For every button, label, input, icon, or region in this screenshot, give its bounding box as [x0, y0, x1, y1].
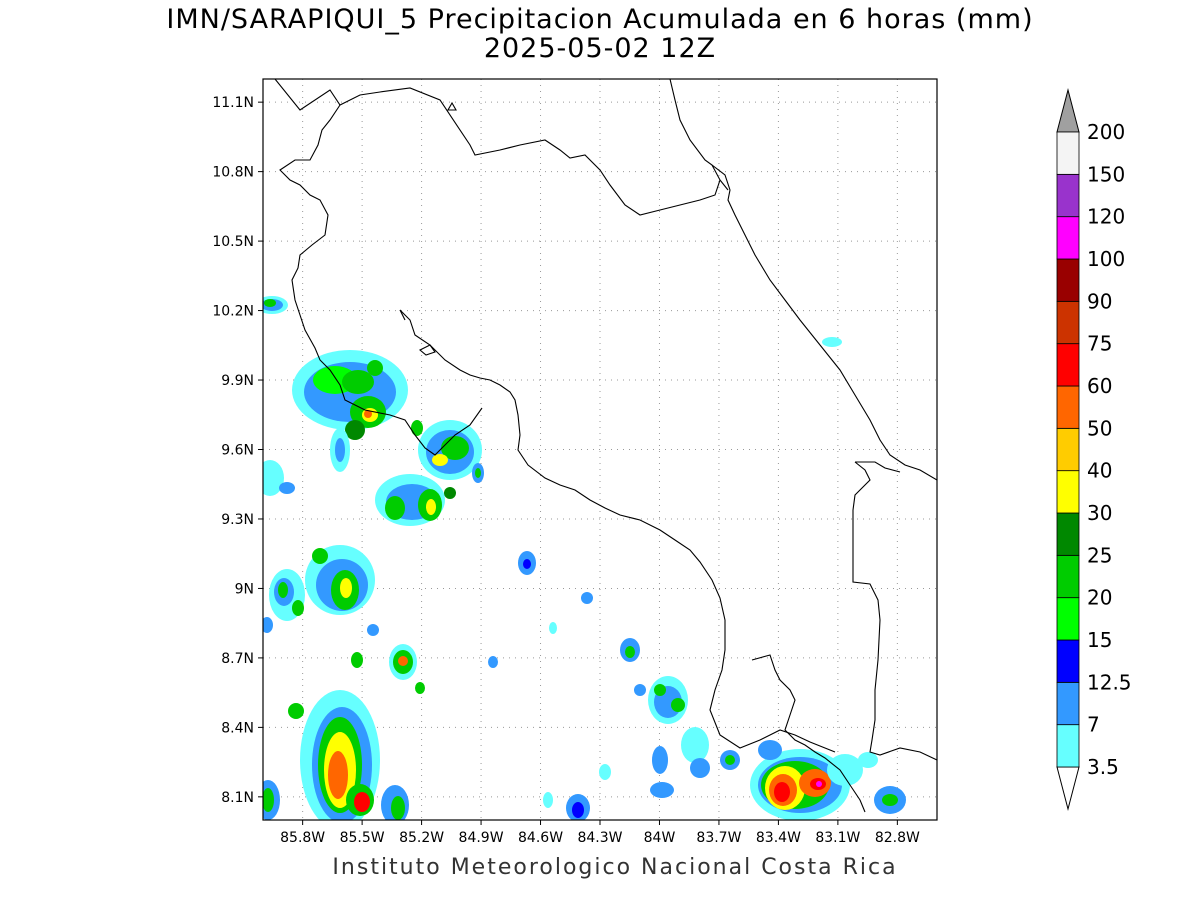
- colorbar-label: 100: [1087, 247, 1125, 271]
- precip-cell: [263, 780, 280, 820]
- precip-cell: [375, 474, 456, 526]
- colorbar-swatch: [1056, 300, 1080, 345]
- map-title-line1: IMN/SARAPIQUI_5 Precipitacion Acumulada …: [166, 4, 1034, 35]
- lat-axis: 11.1N 10.8N 10.5N 10.2N 9.9N 9.6N 9.3N 9N 8.7N 8.…: [212, 95, 263, 806]
- colorbar-label: 25: [1087, 543, 1112, 567]
- colorbar-label: 75: [1087, 332, 1112, 356]
- precip-cell: [269, 569, 305, 621]
- colorbar-under-arrow: [1056, 766, 1080, 811]
- lon-tick-label: 85.8W: [280, 830, 325, 846]
- colorbar-label: 150: [1087, 162, 1125, 186]
- precipitation-field: [263, 296, 906, 820]
- lon-tick-label: 85.2W: [399, 830, 444, 846]
- precip-cell: [389, 644, 417, 680]
- precip-cell: [543, 764, 611, 820]
- colorbar-swatch: [1056, 258, 1080, 302]
- lat-tick-label: 9.6N: [221, 443, 254, 459]
- precip-cell: [472, 463, 484, 483]
- lat-tick-label: 10.5N: [212, 234, 254, 250]
- precip-cell: [263, 296, 288, 314]
- lat-tick-label: 8.1N: [221, 790, 254, 806]
- colorbar-swatch: [1056, 724, 1080, 768]
- colorbar-label: 40: [1087, 459, 1112, 483]
- colorbar-label: 120: [1087, 205, 1125, 229]
- lat-tick-label: 10.8N: [212, 165, 254, 181]
- colorbar-label: 200: [1087, 120, 1125, 144]
- lat-tick-label: 11.1N: [212, 95, 254, 111]
- colorbar-swatch: [1056, 173, 1080, 218]
- colorbar-swatch: [1056, 131, 1080, 175]
- colorbar-swatch: [1056, 343, 1080, 387]
- colorbar-label: 15: [1087, 628, 1112, 652]
- colorbar-swatch: [1056, 427, 1080, 472]
- lon-tick-label: 82.8W: [875, 830, 920, 846]
- lon-tick-label: 84.6W: [518, 830, 563, 846]
- colorbar-label: 60: [1087, 374, 1112, 398]
- precip-cell: [411, 420, 482, 480]
- colorbar-swatch: [1056, 385, 1080, 429]
- precip-cell: [648, 676, 688, 724]
- colorbar-swatch: [1056, 470, 1080, 514]
- colorbar-swatch: [1056, 216, 1080, 260]
- lon-tick-label: 83.7W: [696, 830, 741, 846]
- lon-axis: 85.8W 85.5W 85.2W 84.9W 84.6W 84.3W 84W 83.7W 83…: [280, 820, 920, 846]
- map-footer: Instituto Meteorologico Nacional Costa R…: [332, 855, 898, 880]
- lon-tick-label: 84.9W: [459, 830, 504, 846]
- colorbar-swatch: [1056, 597, 1080, 641]
- lon-tick-label: 84W: [644, 830, 676, 846]
- colorbar-label: 20: [1087, 586, 1112, 610]
- colorbar: 3.5 7 12.5 15 20 25 30 40 50 60 75 90 100 120 150 200: [1056, 88, 1132, 811]
- lon-tick-label: 83.1W: [815, 830, 860, 846]
- colorbar-swatch: [1056, 681, 1080, 726]
- precip-cell: [488, 551, 646, 696]
- map-gridlines: [263, 79, 937, 820]
- colorbar-over-arrow: [1056, 88, 1080, 133]
- precip-cell: [263, 460, 295, 496]
- lon-tick-label: 84.3W: [577, 830, 622, 846]
- precip-cell: [330, 428, 350, 472]
- lon-tick-label: 83.4W: [756, 830, 801, 846]
- colorbar-label: 12.5: [1087, 670, 1132, 694]
- lon-tick-label: 85.5W: [340, 830, 385, 846]
- coastlines: [274, 79, 937, 813]
- map-title-line2: 2025-05-02 12Z: [483, 33, 717, 64]
- colorbar-swatch: [1056, 639, 1080, 683]
- colorbar-label: 3.5: [1087, 755, 1119, 779]
- precip-cell: [822, 337, 906, 814]
- lat-tick-label: 8.4N: [221, 720, 254, 736]
- precip-cell: [292, 350, 408, 440]
- lat-tick-label: 8.7N: [221, 651, 254, 667]
- colorbar-swatch: [1056, 512, 1080, 556]
- precip-cell: [263, 617, 425, 719]
- colorbar-label: 7: [1087, 713, 1100, 737]
- precip-cell: [305, 545, 375, 615]
- precip-cell: [300, 690, 409, 820]
- precip-cell: [650, 727, 740, 798]
- colorbar-label: 90: [1087, 289, 1112, 313]
- lat-tick-label: 9.3N: [221, 512, 254, 528]
- lat-tick-label: 9.9N: [221, 373, 254, 389]
- colorbar-label: 50: [1087, 416, 1112, 440]
- colorbar-swatch: [1056, 554, 1080, 599]
- precip-cell: [750, 740, 863, 820]
- colorbar-label: 30: [1087, 501, 1112, 525]
- lat-tick-label: 9N: [235, 581, 254, 597]
- lat-tick-label: 10.2N: [212, 304, 254, 320]
